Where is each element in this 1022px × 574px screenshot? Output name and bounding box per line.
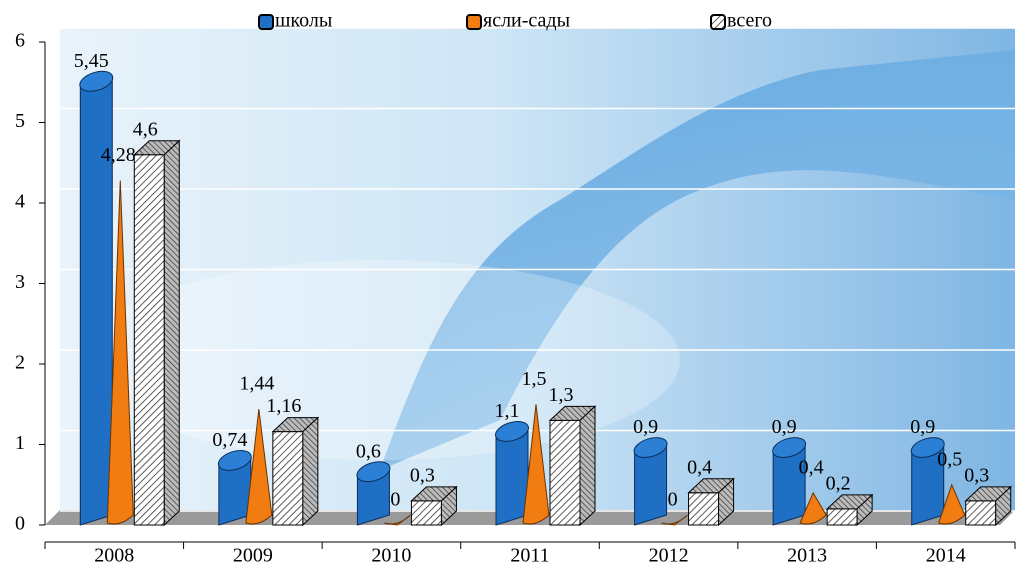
value-label: 4,28 — [101, 144, 136, 166]
cylinder-top — [772, 437, 807, 458]
box-front — [688, 492, 720, 526]
value-label: 0,9 — [772, 416, 797, 438]
value-label: 0 — [668, 489, 678, 511]
value-label: 0,9 — [633, 416, 658, 438]
value-label: 0,9 — [910, 416, 935, 438]
bar — [133, 139, 181, 527]
box-front — [133, 154, 165, 526]
bar — [661, 514, 688, 526]
x-tick-label: 2014 — [926, 545, 966, 567]
bar — [687, 477, 735, 527]
box-front — [826, 508, 858, 526]
value-label: 0,3 — [964, 464, 989, 486]
value-label: 1,3 — [549, 384, 574, 406]
cylinder-top — [79, 70, 114, 92]
x-tick-label: 2012 — [649, 545, 689, 567]
box-front — [272, 431, 304, 526]
cone — [938, 483, 966, 525]
value-label: 0 — [390, 489, 400, 511]
box-side — [440, 485, 457, 527]
box-side — [718, 477, 735, 527]
bar — [106, 180, 134, 525]
value-label: 1,16 — [266, 395, 301, 417]
cylinder-top — [495, 421, 529, 442]
cone — [384, 514, 411, 526]
box-front — [549, 419, 581, 526]
bar — [799, 491, 827, 525]
box-side — [856, 493, 873, 527]
x-tick-label: 2010 — [371, 545, 411, 567]
value-label: 0,4 — [687, 456, 712, 478]
bar — [384, 514, 411, 526]
cone — [522, 404, 550, 525]
bar — [271, 416, 320, 527]
bar — [548, 405, 597, 527]
cylinder-top — [217, 449, 252, 471]
y-tick-label: 3 — [15, 271, 25, 293]
bar — [772, 437, 807, 526]
cylinder-top — [356, 461, 391, 483]
value-label: 0,74 — [212, 429, 247, 451]
value-label: 0,2 — [826, 472, 851, 494]
bar — [217, 449, 252, 526]
box-side — [579, 405, 596, 527]
bar — [79, 70, 114, 526]
cone — [799, 491, 827, 525]
box-front — [410, 500, 442, 526]
value-label: 5,45 — [74, 50, 109, 72]
bar — [410, 485, 458, 527]
bar — [964, 485, 1012, 527]
x-tick-label: 2008 — [94, 545, 134, 567]
value-label: 4,6 — [133, 118, 158, 140]
bar — [495, 421, 529, 526]
cone — [245, 409, 273, 525]
legend-marker — [466, 14, 482, 30]
box-side — [995, 485, 1012, 527]
value-label: 1,5 — [522, 368, 547, 390]
background — [45, 28, 1015, 525]
x-tick-label: 2011 — [510, 545, 549, 567]
bar — [938, 483, 966, 525]
x-tick-label: 2013 — [787, 545, 827, 567]
y-tick-label: 1 — [15, 432, 25, 454]
value-label: 0,4 — [799, 456, 824, 478]
bar — [522, 404, 550, 525]
cylinder-top — [910, 437, 945, 458]
legend-label: школы — [275, 10, 332, 32]
legend-label: всего — [727, 10, 772, 32]
bar — [245, 409, 273, 525]
legend-label: ясли-сады — [483, 10, 570, 32]
bar — [633, 437, 668, 526]
box-side — [302, 416, 319, 527]
value-label: 0,6 — [356, 440, 381, 462]
bar — [356, 461, 391, 526]
y-tick-label: 2 — [15, 352, 25, 374]
value-label: 0,5 — [937, 448, 962, 470]
box-side — [163, 139, 180, 527]
x-tick-label: 2009 — [233, 545, 273, 567]
legend-marker — [710, 14, 726, 30]
value-label: 1,44 — [239, 373, 274, 395]
y-tick-label: 4 — [15, 191, 25, 213]
box-front — [965, 500, 997, 526]
legend-marker — [258, 14, 274, 30]
y-tick-label: 6 — [15, 30, 25, 52]
cylinder-top — [633, 437, 668, 458]
bar — [825, 493, 874, 527]
bar — [910, 437, 945, 526]
value-label: 1,1 — [495, 400, 520, 422]
y-tick-label: 5 — [15, 110, 25, 132]
value-label: 0,3 — [410, 464, 435, 486]
y-tick-label: 0 — [15, 513, 25, 535]
cone — [106, 180, 134, 525]
cone — [661, 514, 688, 526]
